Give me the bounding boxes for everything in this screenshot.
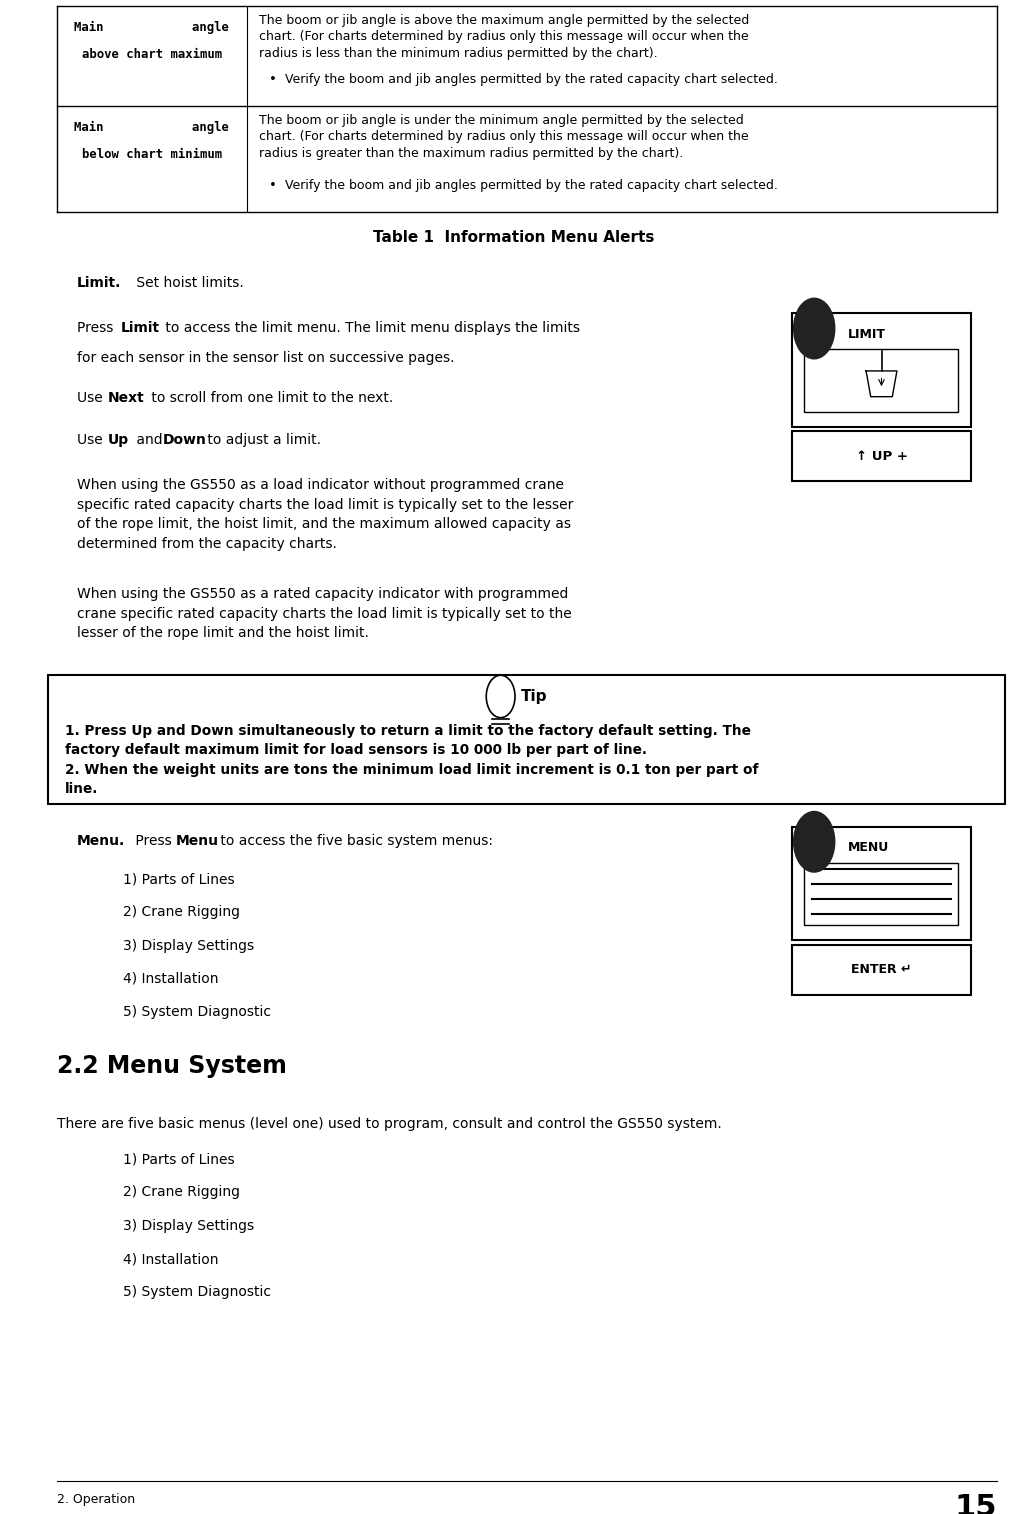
Text: Limit: Limit [120,321,159,335]
Text: Table 1  Information Menu Alerts: Table 1 Information Menu Alerts [373,230,655,245]
Text: to access the five basic system menus:: to access the five basic system menus: [216,834,492,848]
Text: Press: Press [131,834,176,848]
Text: LIMIT: LIMIT [848,329,886,341]
Text: ENTER ↵: ENTER ↵ [851,963,912,977]
Text: Tip: Tip [521,689,548,704]
Text: Main            angle: Main angle [74,121,229,135]
Text: 3) Display Settings: 3) Display Settings [123,939,255,952]
Text: 1) Parts of Lines: 1) Parts of Lines [123,1152,235,1166]
Text: Next: Next [108,391,145,404]
Text: The boom or jib angle is above the maximum angle permitted by the selected
chart: The boom or jib angle is above the maxim… [259,14,749,59]
Text: for each sensor in the sensor list on successive pages.: for each sensor in the sensor list on su… [77,351,454,365]
Text: Press: Press [77,321,118,335]
Text: •: • [269,179,278,192]
FancyBboxPatch shape [792,945,971,995]
Text: •: • [269,73,278,86]
Text: and: and [132,433,167,447]
Text: When using the GS550 as a rated capacity indicator with programmed
crane specifi: When using the GS550 as a rated capacity… [77,587,572,640]
Text: ↑ UP +: ↑ UP + [855,450,908,463]
Text: Up: Up [108,433,130,447]
Text: Use: Use [77,391,107,404]
Text: 2.2 Menu System: 2.2 Menu System [57,1054,287,1078]
FancyBboxPatch shape [804,350,958,412]
Text: There are five basic menus (level one) used to program, consult and control the : There are five basic menus (level one) u… [57,1117,722,1131]
Text: 4) Installation: 4) Installation [123,972,219,986]
FancyBboxPatch shape [792,431,971,481]
FancyBboxPatch shape [792,313,971,427]
Text: to adjust a limit.: to adjust a limit. [203,433,321,447]
Circle shape [486,675,515,718]
Text: to access the limit menu. The limit menu displays the limits: to access the limit menu. The limit menu… [161,321,581,335]
Text: When using the GS550 as a load indicator without programmed crane
specific rated: When using the GS550 as a load indicator… [77,478,574,551]
Text: 1. Press Up and Down simultaneously to return a limit to the factory default set: 1. Press Up and Down simultaneously to r… [65,724,750,757]
Text: 1) Parts of Lines: 1) Parts of Lines [123,872,235,886]
Text: 3) Display Settings: 3) Display Settings [123,1219,255,1232]
Text: Verify the boom and jib angles permitted by the rated capacity chart selected.: Verify the boom and jib angles permitted… [285,179,777,192]
Text: below chart minimum: below chart minimum [81,148,222,162]
Text: 2. When the weight units are tons the minimum load limit increment is 0.1 ton pe: 2. When the weight units are tons the mi… [65,763,759,796]
Text: to scroll from one limit to the next.: to scroll from one limit to the next. [147,391,394,404]
Text: Main            angle: Main angle [74,21,229,35]
FancyBboxPatch shape [804,863,958,925]
Text: Menu: Menu [176,834,219,848]
Text: Use: Use [77,433,107,447]
Text: The boom or jib angle is under the minimum angle permitted by the selected
chart: The boom or jib angle is under the minim… [259,114,748,159]
Text: Limit.: Limit. [77,276,121,289]
FancyBboxPatch shape [48,675,1005,804]
Text: 2. Operation: 2. Operation [57,1493,135,1506]
Text: above chart maximum: above chart maximum [81,48,222,62]
Text: 5) System Diagnostic: 5) System Diagnostic [123,1005,271,1019]
Circle shape [794,298,835,359]
Circle shape [794,812,835,872]
Text: 15: 15 [955,1493,997,1514]
Text: 4) Installation: 4) Installation [123,1252,219,1266]
Text: Down: Down [162,433,207,447]
Text: Menu.: Menu. [77,834,125,848]
Text: 2) Crane Rigging: 2) Crane Rigging [123,905,241,919]
Text: Set hoist limits.: Set hoist limits. [132,276,244,289]
Text: MENU: MENU [848,842,889,854]
Text: 2) Crane Rigging: 2) Crane Rigging [123,1185,241,1199]
Text: 5) System Diagnostic: 5) System Diagnostic [123,1285,271,1299]
FancyBboxPatch shape [792,827,971,940]
Text: Verify the boom and jib angles permitted by the rated capacity chart selected.: Verify the boom and jib angles permitted… [285,73,777,86]
